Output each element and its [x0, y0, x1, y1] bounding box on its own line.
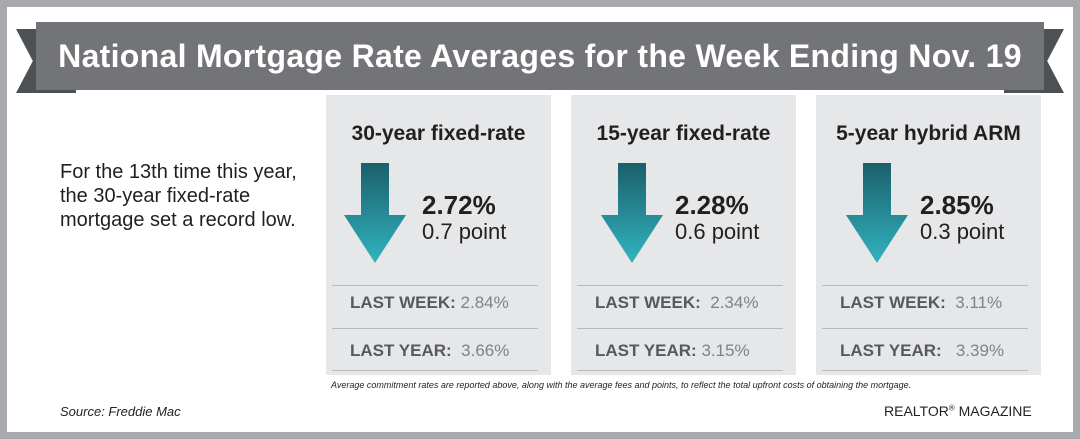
rate-card-30-year: 30-year fixed-rate 2.72% 0.7 point LAST …: [326, 95, 551, 375]
last-year-value: 3.15%: [701, 341, 750, 360]
divider: [577, 285, 783, 286]
last-week-row: LAST WEEK: 2.84%: [350, 293, 509, 313]
last-year-row: LAST YEAR: 3.66%: [350, 341, 509, 361]
current-rate: 2.28%: [675, 190, 749, 220]
title-banner: National Mortgage Rate Averages for the …: [36, 22, 1044, 90]
rate-card-5-year-arm: 5-year hybrid ARM 2.85% 0.3 point LAST W…: [816, 95, 1041, 375]
brand-name: REALTOR: [884, 403, 949, 419]
last-week-row: LAST WEEK: 2.34%: [595, 293, 758, 313]
last-year-label: LAST YEAR:: [350, 341, 452, 360]
last-year-value: 3.39%: [955, 341, 1005, 360]
divider: [577, 328, 783, 329]
page-title: National Mortgage Rate Averages for the …: [58, 37, 1022, 74]
last-year-label: LAST YEAR:: [840, 341, 942, 360]
rate-points: 0.3 point: [920, 219, 1005, 244]
intro-text: For the 13th time this year, the 30-year…: [60, 161, 297, 231]
last-week-label: LAST WEEK:: [840, 293, 946, 312]
down-arrow-icon: [601, 163, 663, 263]
divider: [822, 370, 1028, 371]
last-year-label: LAST YEAR:: [595, 341, 697, 360]
divider: [577, 370, 783, 371]
down-arrow-icon: [344, 163, 406, 263]
last-week-row: LAST WEEK: 3.11%: [840, 293, 1002, 313]
current-rate: 2.72%: [422, 190, 496, 220]
footnote: Average commitment rates are reported ab…: [331, 380, 912, 390]
down-arrow-icon: [846, 163, 908, 263]
source-credit: Source: Freddie Mac: [60, 404, 181, 419]
divider: [822, 328, 1028, 329]
divider: [332, 328, 538, 329]
last-week-label: LAST WEEK:: [350, 293, 456, 312]
last-week-label: LAST WEEK:: [595, 293, 701, 312]
divider: [822, 285, 1028, 286]
divider: [332, 370, 538, 371]
last-week-value: 2.34%: [710, 293, 759, 312]
last-week-value: 2.84%: [460, 293, 509, 312]
divider: [332, 285, 538, 286]
brand-logo: REALTOR® MAGAZINE: [884, 403, 1032, 419]
brand-suffix: MAGAZINE: [954, 403, 1032, 419]
last-year-value: 3.66%: [461, 341, 510, 360]
rate-points: 0.6 point: [675, 219, 760, 244]
registered-mark: ®: [948, 403, 955, 413]
rate-points: 0.7 point: [422, 219, 507, 244]
last-week-value: 3.11%: [955, 293, 1003, 312]
last-year-row: LAST YEAR: 3.39%: [840, 341, 1004, 361]
current-rate: 2.85%: [920, 190, 994, 220]
rate-card-15-year: 15-year fixed-rate 2.28% 0.6 point LAST …: [571, 95, 796, 375]
rate-card-title: 5-year hybrid ARM: [836, 122, 1021, 145]
rate-card-title: 15-year fixed-rate: [596, 122, 771, 145]
rate-card-title: 30-year fixed-rate: [351, 122, 526, 145]
last-year-row: LAST YEAR: 3.15%: [595, 341, 750, 361]
